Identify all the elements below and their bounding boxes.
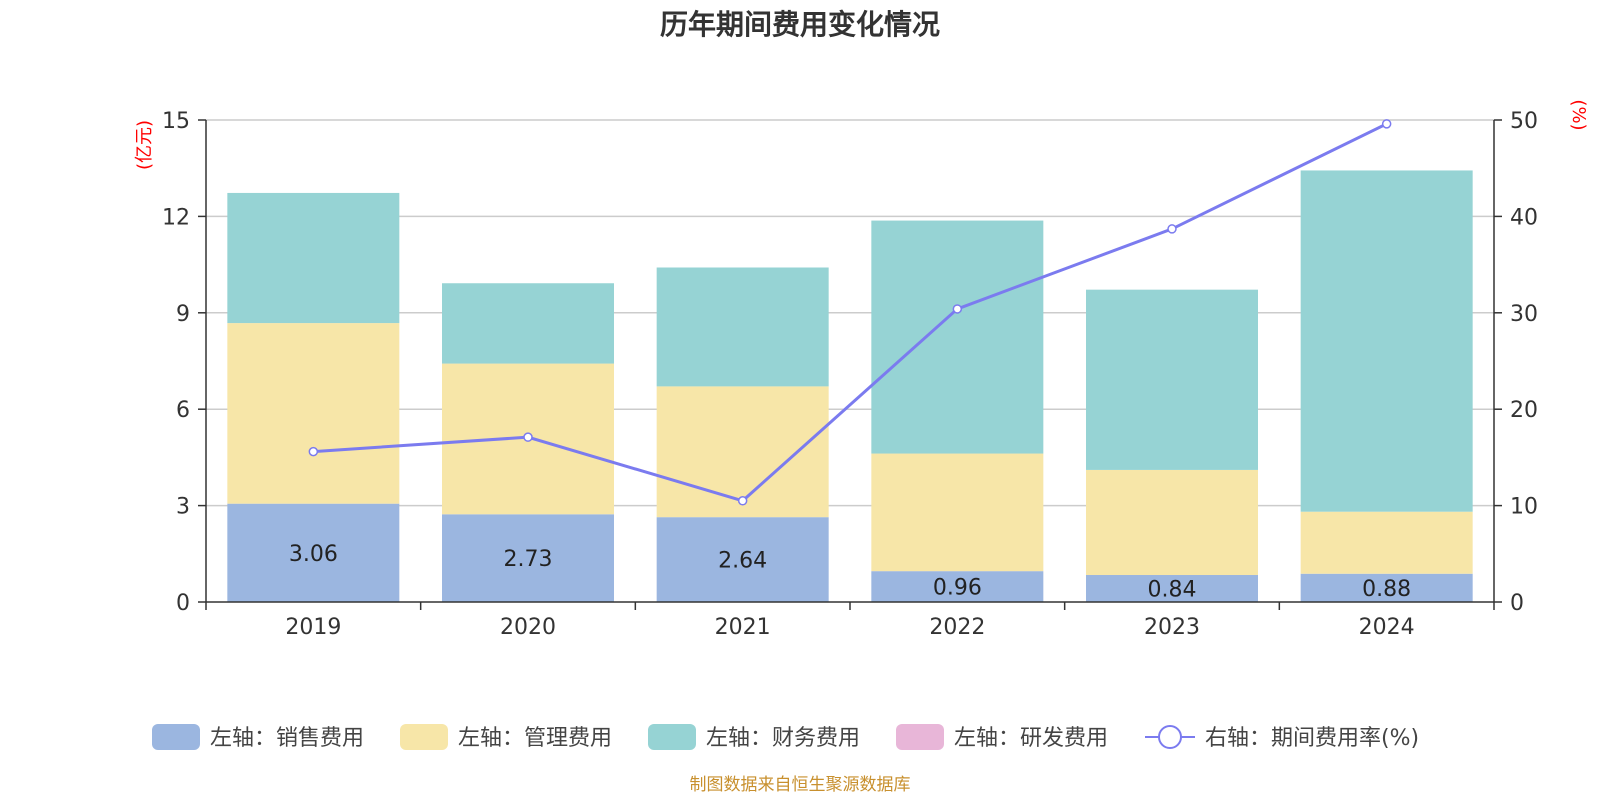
bar-data-label: 0.96 (933, 576, 982, 601)
source-note: 制图数据来自恒生聚源数据库 (690, 775, 911, 795)
legend-label-1: 左轴：管理费用 (458, 726, 612, 751)
legend-marker-swatch (1158, 725, 1182, 749)
bar-segment-0 (442, 514, 614, 602)
rate-line-point (737, 496, 748, 506)
rate-line-point (1381, 119, 1392, 129)
left-axis-unit: (亿元) (134, 120, 155, 170)
x-axis-tick-label: 2019 (285, 615, 341, 640)
legend-label-4: 右轴：期间费用率(%) (1205, 726, 1419, 751)
right-axis-tick-label: 0 (1510, 591, 1524, 616)
x-axis-tick-label: 2021 (715, 615, 771, 640)
bar-segment-2 (1300, 170, 1473, 512)
legend-swatch-2 (648, 724, 696, 750)
right-axis-tick-label: 10 (1510, 495, 1538, 520)
bar-segment-2 (227, 192, 400, 324)
bar-segment-0 (1300, 573, 1473, 602)
bar-segment-0 (656, 517, 829, 602)
bar-segment-0 (1086, 575, 1258, 602)
bar-segment-0 (871, 571, 1044, 602)
right-axis-tick-label: 30 (1510, 302, 1538, 327)
bars: 3.06 2.73 2.64 0.96 0.84 0.88 (227, 170, 1473, 603)
rate-line-path (313, 122, 1388, 503)
rate-line-point (952, 304, 963, 314)
legend-label-3: 左轴：研发费用 (954, 726, 1108, 751)
bar-segment-1 (227, 323, 400, 504)
bar-segment-1 (871, 453, 1044, 572)
bar-data-label: 2.64 (718, 549, 767, 574)
left-axis-tick-label: 12 (162, 205, 190, 230)
left-axis-tick-label: 0 (176, 591, 190, 616)
rate-line-point (1167, 224, 1177, 234)
x-axis-tick-label: 2024 (1359, 615, 1415, 640)
bar-segment-2 (442, 283, 614, 364)
right-axis-unit: (%) (1568, 99, 1589, 130)
legend-label-0: 左轴：销售费用 (210, 726, 364, 751)
axes: 0 3 6 9 12 15 0 10 20 30 40 50 2019 2020 2021 2022 2023 2… (162, 109, 1538, 640)
rate-line (308, 119, 1392, 506)
legend-swatch-1 (400, 724, 448, 750)
bar-segment-0 (227, 503, 400, 602)
right-axis-tick-label: 20 (1510, 398, 1538, 423)
left-axis-tick-label: 15 (162, 109, 190, 134)
x-axis-tick-label: 2022 (929, 615, 985, 640)
right-axis-tick-label: 40 (1510, 205, 1538, 230)
x-axis-tick-label: 2023 (1144, 615, 1200, 640)
bar-segment-2 (871, 220, 1044, 454)
left-axis-tick-label: 6 (176, 398, 190, 423)
bar-data-label: 0.88 (1362, 577, 1411, 602)
bar-segment-1 (656, 386, 829, 518)
chart-title: 历年期间费用变化情况 (660, 8, 940, 41)
legend-swatch-3 (896, 724, 944, 750)
bar-segment-1 (1300, 511, 1473, 574)
rate-line-point (523, 432, 533, 442)
bar-data-label: 2.73 (504, 547, 553, 572)
legend: 左轴：销售费用 左轴：管理费用 左轴：财务费用 左轴：研发费用 右轴：期间费用率(%) (152, 724, 1419, 751)
left-axis-tick-label: 3 (176, 495, 190, 520)
right-axis-tick-label: 50 (1510, 109, 1538, 134)
left-axis-tick-label: 9 (176, 302, 190, 327)
bar-data-label: 0.84 (1148, 578, 1197, 603)
bar-segment-1 (1086, 469, 1258, 576)
x-axis-tick-label: 2020 (500, 615, 556, 640)
bar-data-label: 3.06 (289, 542, 338, 567)
bar-segment-2 (1086, 289, 1258, 470)
bar-segment-2 (656, 267, 829, 387)
grid-lines (206, 119, 1494, 507)
legend-label-2: 左轴：财务费用 (706, 726, 860, 751)
rate-line-point (308, 446, 319, 457)
legend-swatch-0 (152, 724, 200, 750)
